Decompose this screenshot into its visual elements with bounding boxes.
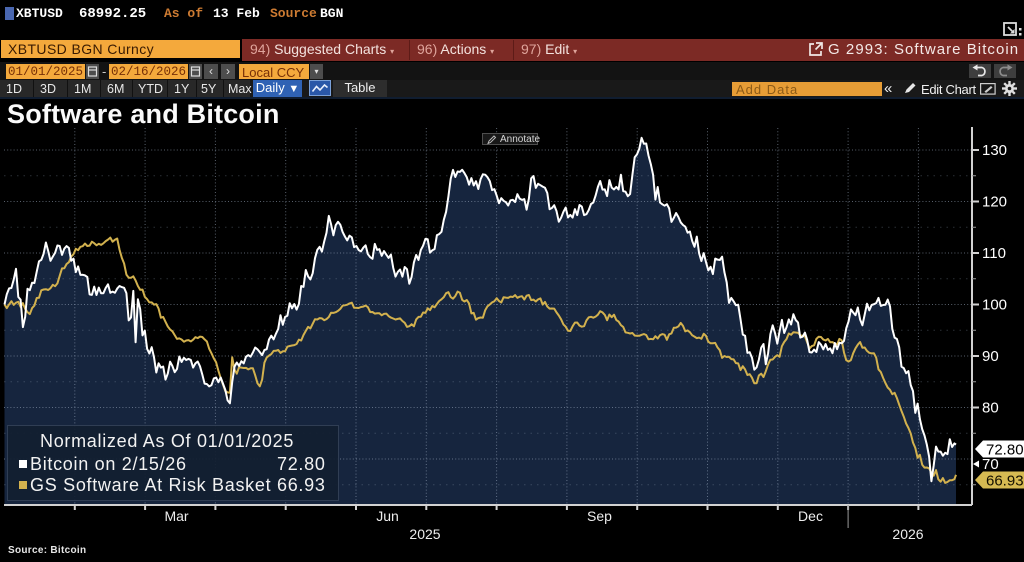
svg-text:100: 100: [982, 297, 1007, 314]
svg-text:Jun: Jun: [376, 508, 399, 524]
svg-text:110: 110: [982, 245, 1006, 262]
svg-text:90: 90: [982, 348, 999, 365]
svg-text:130: 130: [982, 142, 1007, 159]
svg-text:2025: 2025: [409, 526, 440, 542]
svg-text:Dec: Dec: [798, 508, 823, 524]
svg-text:70: 70: [982, 456, 999, 473]
svg-text:80: 80: [982, 400, 999, 417]
svg-text:66.93: 66.93: [986, 473, 1024, 490]
svg-text:Mar: Mar: [164, 508, 188, 524]
svg-text:2026: 2026: [892, 526, 923, 542]
svg-text:Sep: Sep: [587, 508, 612, 524]
svg-text:120: 120: [982, 194, 1007, 211]
svg-text:72.80: 72.80: [986, 442, 1024, 459]
